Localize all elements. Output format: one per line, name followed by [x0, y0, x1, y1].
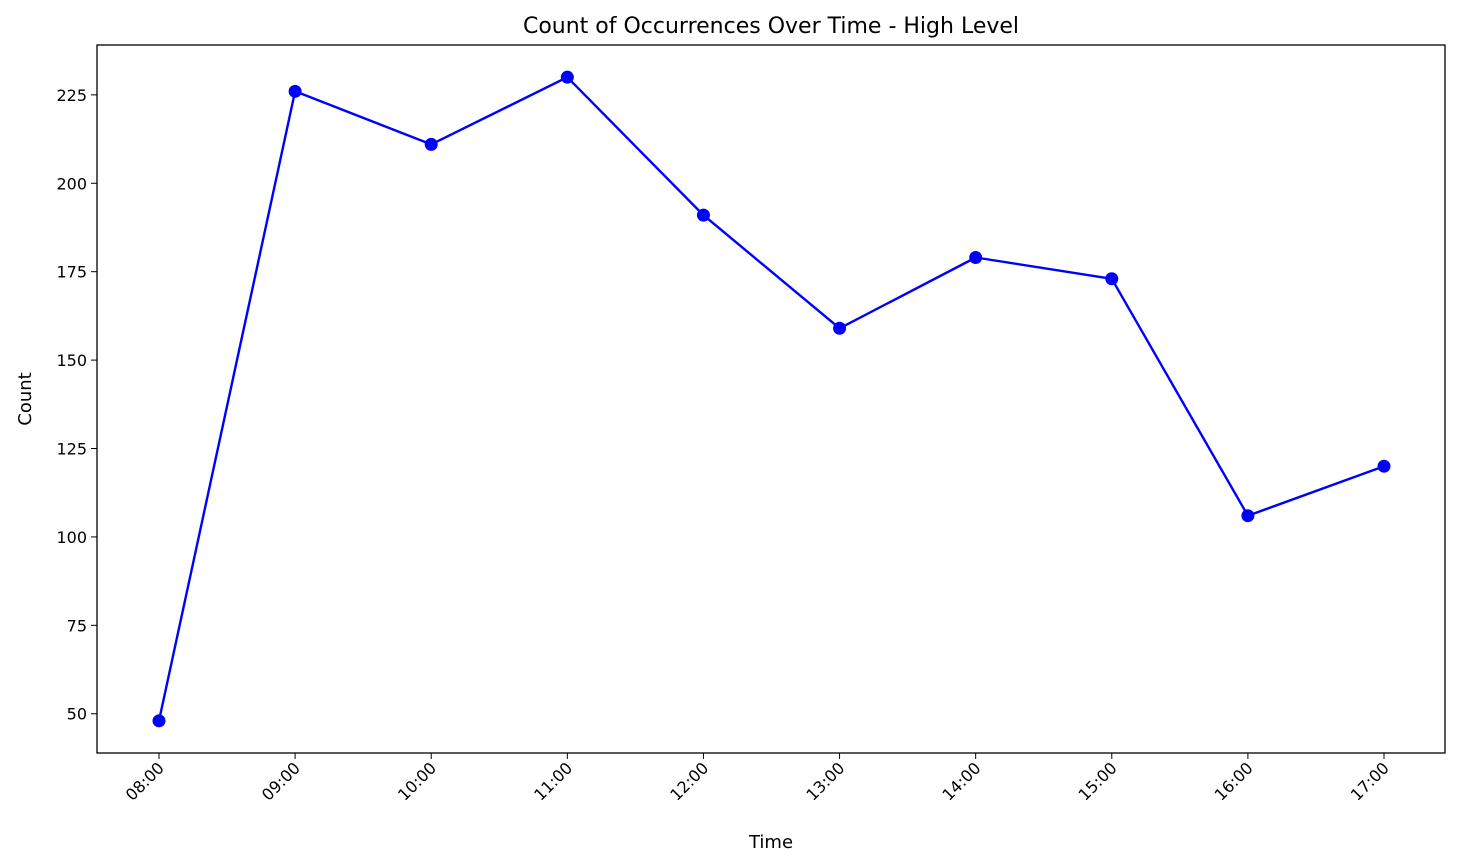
x-tick-label: 10:00	[394, 758, 440, 804]
data-point	[152, 714, 166, 728]
x-axis: 08:00 09:00 10:00 11:00 12:00 13:00 14:00 15:00…	[122, 753, 1393, 804]
plot-area	[96, 44, 1446, 754]
x-tick-label: 15:00	[1075, 758, 1121, 804]
data-point	[1105, 272, 1119, 286]
data-point	[560, 70, 574, 84]
y-axis-label: Count	[15, 372, 36, 425]
x-tick-label: 09:00	[258, 758, 304, 804]
y-tick-label: 175	[56, 263, 87, 282]
chart-title: Count of Occurrences Over Time - High Le…	[523, 14, 1019, 39]
data-point	[288, 84, 302, 98]
series-group	[152, 70, 1391, 728]
x-tick-label: 17:00	[1347, 758, 1393, 804]
series-line	[157, 75, 1386, 722]
x-axis-label: Time	[748, 832, 793, 853]
y-tick-label: 200	[56, 174, 87, 193]
y-tick-label: 75	[67, 616, 87, 635]
x-tick-label: 12:00	[666, 758, 712, 804]
data-point	[696, 208, 710, 222]
x-tick-label: 11:00	[530, 758, 576, 804]
x-tick-label: 14:00	[938, 758, 984, 804]
x-tick-label: 16:00	[1211, 758, 1257, 804]
data-point	[969, 251, 983, 265]
data-point	[1377, 459, 1391, 473]
data-point	[1241, 509, 1255, 523]
y-tick-label: 225	[56, 86, 87, 105]
x-tick-label: 13:00	[802, 758, 848, 804]
y-tick-label: 50	[67, 705, 87, 724]
y-tick-label: 100	[56, 528, 87, 547]
x-tick-label: 08:00	[122, 758, 168, 804]
y-tick-label: 125	[56, 440, 87, 459]
y-tick-label: 150	[56, 351, 87, 370]
y-axis: 50 75 100 125 150 175 200 225	[56, 86, 97, 724]
data-point	[424, 137, 438, 151]
data-point	[833, 321, 847, 335]
